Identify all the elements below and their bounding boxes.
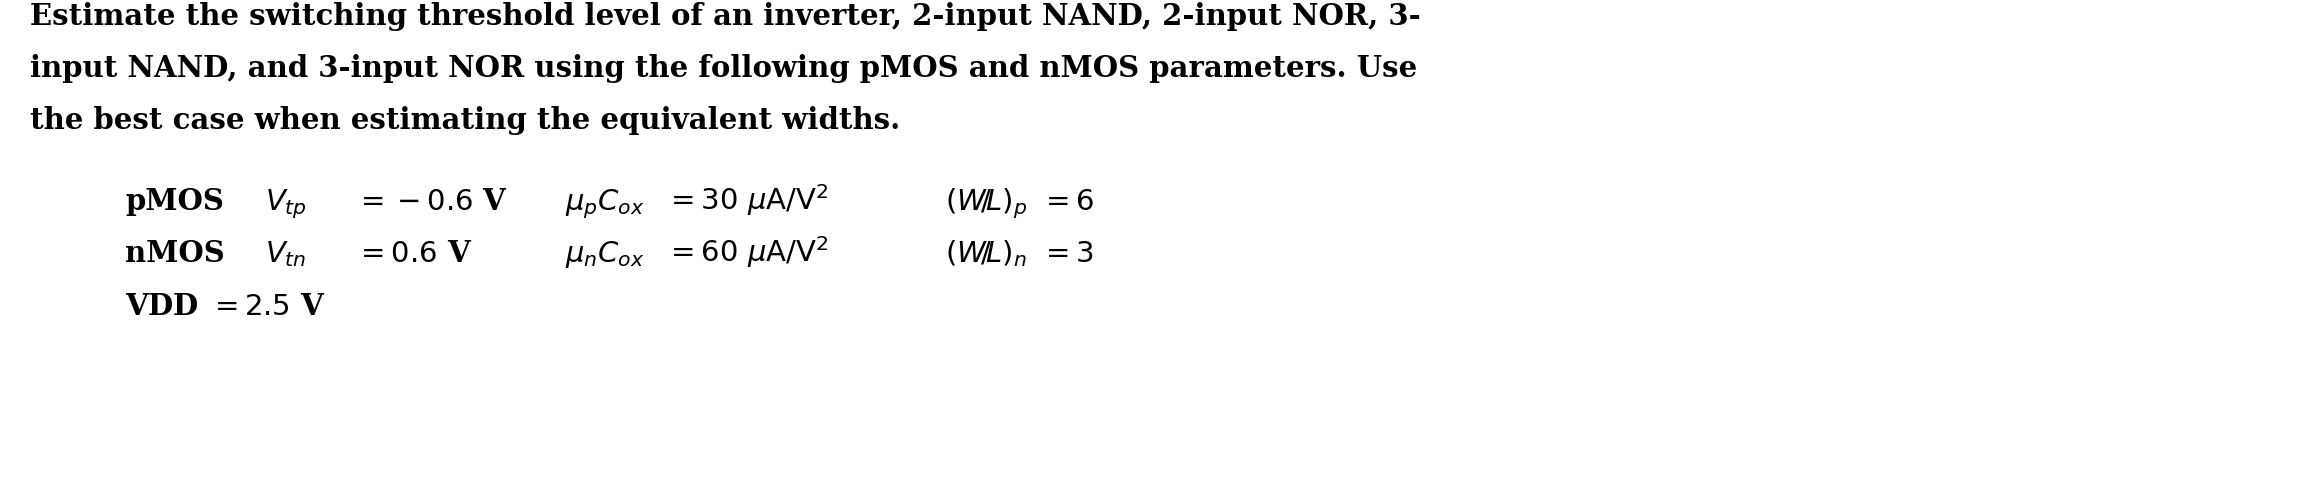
- Text: $= 60\ \mu\mathrm{A/V}^2$: $= 60\ \mu\mathrm{A/V}^2$: [664, 234, 830, 270]
- Text: input NAND, and 3-input NOR using the following pMOS and nMOS parameters. Use: input NAND, and 3-input NOR using the fo…: [30, 54, 1418, 83]
- Text: VDD $= 2.5$ V: VDD $= 2.5$ V: [124, 292, 326, 321]
- Text: nMOS: nMOS: [124, 239, 225, 268]
- Text: $\mu_p C_{ox}$: $\mu_p C_{ox}$: [565, 187, 646, 221]
- Text: $= -0.6$ V: $= -0.6$ V: [354, 187, 508, 216]
- Text: $\mu_n C_{ox}$: $\mu_n C_{ox}$: [565, 239, 646, 270]
- Text: $V_{tn}$: $V_{tn}$: [264, 239, 306, 269]
- Text: $V_{tp}$: $V_{tp}$: [264, 187, 308, 221]
- Text: pMOS: pMOS: [124, 187, 223, 216]
- Text: $= 0.6$ V: $= 0.6$ V: [354, 239, 473, 268]
- Text: $(W\!/\!L)_n$: $(W\!/\!L)_n$: [944, 238, 1027, 269]
- Text: $(W\!/\!L)_p$: $(W\!/\!L)_p$: [944, 186, 1027, 221]
- Text: $=3$: $=3$: [1041, 239, 1094, 268]
- Text: the best case when estimating the equivalent widths.: the best case when estimating the equiva…: [30, 106, 901, 135]
- Text: $= 30\ \mu\mathrm{A/V}^2$: $= 30\ \mu\mathrm{A/V}^2$: [664, 182, 830, 218]
- Text: Estimate the switching threshold level of an inverter, 2-input NAND, 2-input NOR: Estimate the switching threshold level o…: [30, 2, 1420, 31]
- Text: $= 6$: $= 6$: [1041, 187, 1094, 216]
